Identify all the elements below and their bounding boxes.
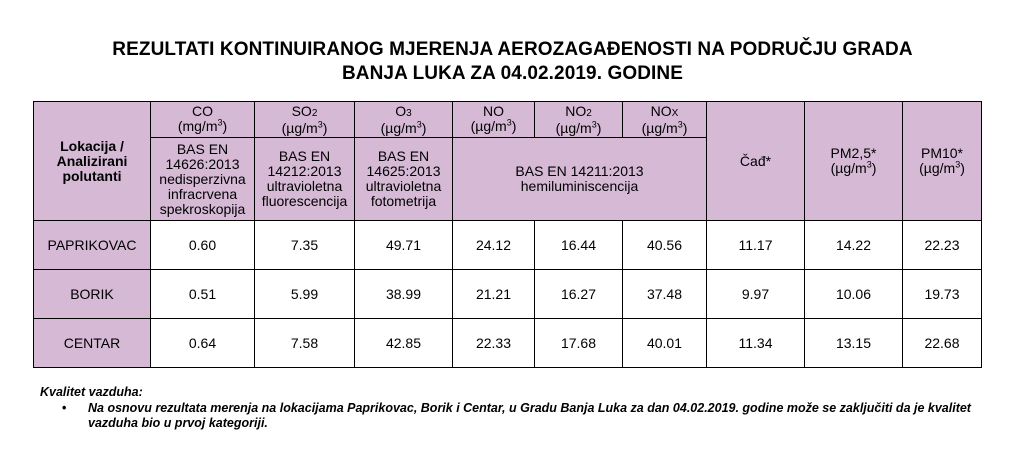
column-header-cad: Čađ* [706, 101, 805, 221]
measurement-table: Lokacija / Analizirani polutanti CO (mg/… [33, 101, 982, 368]
column-header-o3: O3 (µg/m3) [354, 101, 453, 138]
bullet-icon: • [62, 401, 67, 415]
page-title: REZULTATI KONTINUIRANOG MJERENJA AEROZAG… [0, 38, 1025, 86]
value-cell: 16.27 [534, 269, 623, 319]
notes-heading: Kvalitet vazduha: [40, 385, 143, 399]
value-cell: 38.99 [354, 269, 453, 319]
header-row-names: Lokacija / Analizirani polutanti CO (mg/… [33, 101, 982, 221]
method-nitrogen-oxides: BAS EN 14211:2013 hemiluminiscencija [452, 137, 707, 221]
value-cell: 19.73 [902, 269, 982, 319]
method-so2: BAS EN 14212:2013 ultravioletna fluoresc… [254, 137, 355, 221]
value-cell: 37.48 [622, 269, 707, 319]
value-cell: 7.35 [254, 220, 355, 270]
title-line-2: BANJA LUKA ZA 04.02.2019. GODINE [341, 63, 684, 84]
value-cell: 22.68 [902, 318, 982, 368]
location-cell: BORIK [33, 269, 151, 319]
header-row-methods: BAS EN 14626:2013 nedisperzivna infracrv… [34, 137, 982, 221]
value-cell: 9.97 [706, 269, 805, 319]
value-cell: 13.15 [804, 318, 903, 368]
column-header-nox: NOX (µg/m3) [622, 101, 707, 138]
value-cell: 11.17 [706, 220, 805, 270]
column-header-co: CO (mg/m3) [150, 101, 255, 138]
method-o3: BAS EN 14625:2013 ultravioletna fotometr… [354, 137, 453, 221]
value-cell: 10.06 [804, 269, 903, 319]
value-cell: 42.85 [354, 318, 453, 368]
air-quality-notes: Kvalitet vazduha: • Na osnovu rezultata … [40, 385, 980, 431]
value-cell: 17.68 [534, 318, 623, 368]
list-item: • Na osnovu rezultata merenja na lokacij… [40, 401, 980, 431]
value-cell: 0.60 [150, 220, 255, 270]
location-cell: PAPRIKOVAC [33, 220, 151, 270]
column-header-so2: SO2 (µg/m3) [254, 101, 355, 138]
column-header-pm25: PM2,5* (µg/m3) [804, 101, 903, 221]
column-header-no: NO (µg/m3) [452, 101, 535, 138]
table-row: CENTAR 0.64 7.58 42.85 22.33 17.68 40.01… [33, 318, 982, 368]
notes-bullet-text: Na osnovu rezultata merenja na lokacijam… [88, 401, 971, 430]
value-cell: 5.99 [254, 269, 355, 319]
value-cell: 14.22 [804, 220, 903, 270]
value-cell: 40.01 [622, 318, 707, 368]
column-header-no2: NO2 (µg/m3) [534, 101, 623, 138]
value-cell: 24.12 [452, 220, 535, 270]
value-cell: 0.64 [150, 318, 255, 368]
value-cell: 0.51 [150, 269, 255, 319]
title-line-1: REZULTATI KONTINUIRANOG MJERENJA AEROZAG… [112, 39, 913, 60]
value-cell: 16.44 [534, 220, 623, 270]
location-cell: CENTAR [33, 318, 151, 368]
column-header-pm10: PM10* (µg/m3) [902, 101, 982, 221]
corner-header-cell: Lokacija / Analizirani polutanti [33, 101, 151, 221]
method-co: BAS EN 14626:2013 nedisperzivna infracrv… [150, 137, 255, 221]
value-cell: 40.56 [622, 220, 707, 270]
value-cell: 49.71 [354, 220, 453, 270]
value-cell: 22.33 [452, 318, 535, 368]
table-row: PAPRIKOVAC 0.60 7.35 49.71 24.12 16.44 4… [33, 220, 982, 270]
value-cell: 7.58 [254, 318, 355, 368]
table-row: BORIK 0.51 5.99 38.99 21.21 16.27 37.48 … [33, 269, 982, 319]
value-cell: 11.34 [706, 318, 805, 368]
value-cell: 22.23 [902, 220, 982, 270]
value-cell: 21.21 [452, 269, 535, 319]
